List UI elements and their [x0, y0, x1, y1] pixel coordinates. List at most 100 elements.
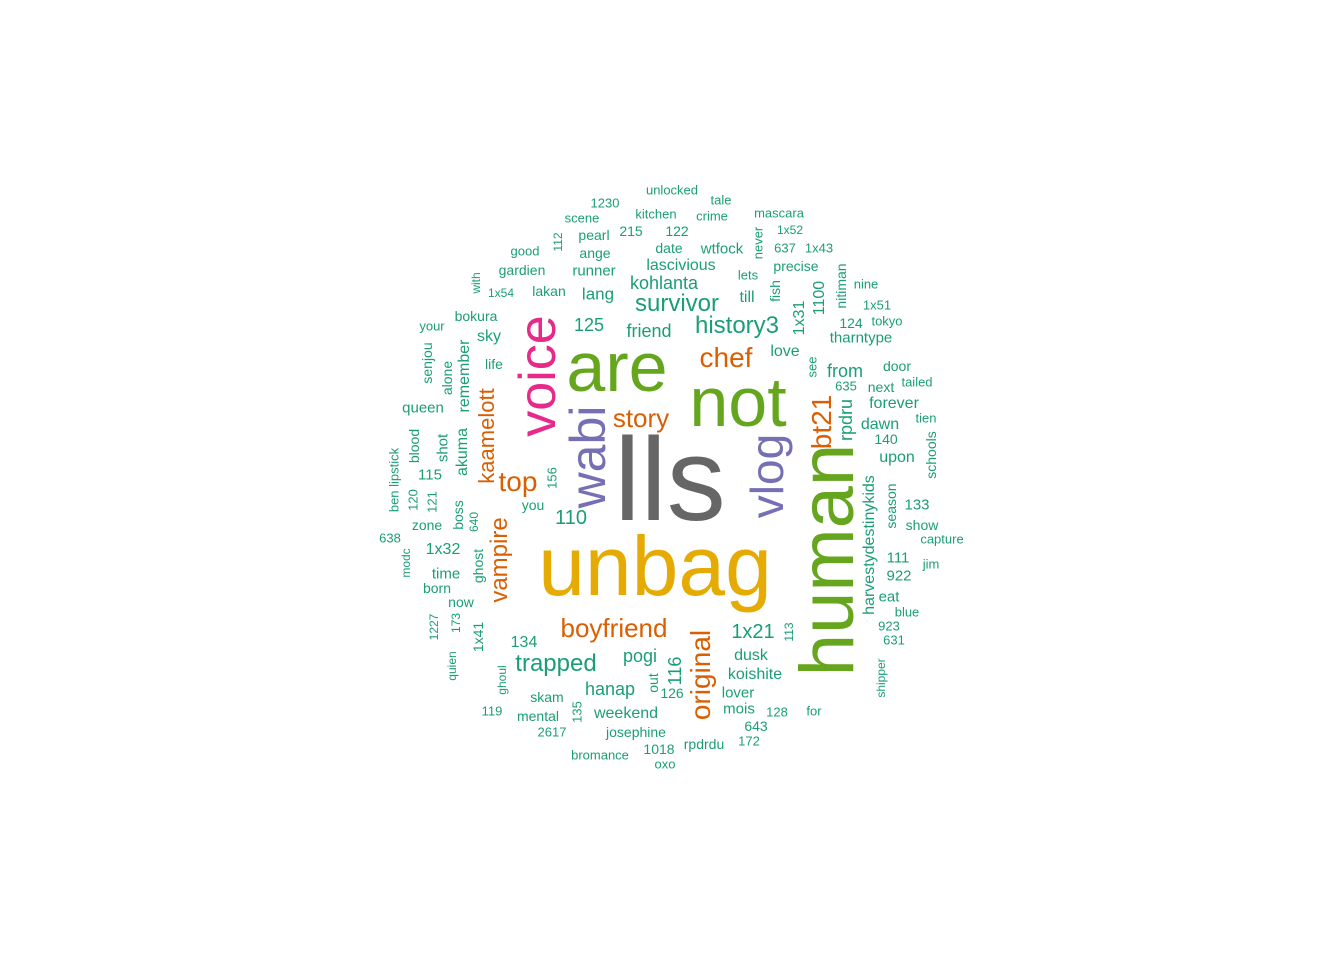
cloud-word: out	[645, 673, 661, 693]
cloud-word: 923	[878, 618, 900, 634]
cloud-word: 116	[665, 656, 685, 686]
cloud-word: ange	[579, 245, 611, 261]
cloud-word: vampire	[486, 517, 513, 603]
cloud-word: 638	[379, 530, 401, 546]
cloud-word: 122	[665, 223, 689, 239]
cloud-word: 1230	[590, 195, 620, 211]
cloud-word: 637	[774, 240, 796, 256]
cloud-word: 1227	[427, 613, 441, 641]
cloud-word: 1x41	[470, 621, 486, 653]
cloud-word: 1x32	[425, 541, 461, 558]
cloud-word: now	[448, 594, 474, 610]
cloud-word: akuma	[454, 427, 471, 477]
cloud-word: are	[566, 328, 668, 406]
cloud-word: 2617	[537, 724, 567, 740]
cloud-word: eat	[878, 588, 900, 606]
cloud-word: born	[422, 580, 452, 596]
cloud-word: tharntype	[829, 329, 893, 347]
cloud-word: unbag	[538, 519, 772, 613]
cloud-word: next	[867, 379, 895, 395]
cloud-word: kitchen	[635, 206, 677, 222]
cloud-word: jim	[922, 556, 940, 572]
cloud-word: alone	[439, 360, 455, 396]
cloud-word: hanap	[584, 679, 636, 699]
cloud-word: bromance	[571, 747, 629, 763]
cloud-word: mascara	[754, 205, 804, 221]
cloud-word: tokyo	[871, 313, 903, 329]
cloud-word: 631	[883, 632, 905, 648]
cloud-word: 922	[886, 567, 912, 585]
cloud-word: boss	[450, 500, 466, 530]
cloud-word: fish	[767, 280, 783, 302]
cloud-word: till	[739, 289, 755, 306]
cloud-word: top	[498, 466, 538, 497]
cloud-word: unlocked	[645, 182, 699, 198]
cloud-word: 133	[904, 496, 930, 514]
cloud-word: 635	[835, 378, 857, 394]
cloud-word: senjou	[419, 342, 435, 384]
cloud-word: josephine	[606, 724, 666, 740]
cloud-word: 135	[569, 701, 585, 723]
cloud-word: original	[685, 629, 716, 721]
cloud-word: 120	[405, 489, 421, 511]
cloud-word: shipper	[874, 658, 888, 698]
cloud-word: good	[510, 243, 540, 259]
cloud-word: 115	[418, 466, 442, 484]
cloud-word: 1x54	[487, 286, 515, 300]
cloud-word: 173	[449, 612, 463, 634]
cloud-word: show	[905, 517, 939, 533]
cloud-word: wabi	[560, 405, 616, 509]
cloud-word: 1x21	[731, 621, 775, 643]
cloud-word: remember	[456, 339, 473, 413]
cloud-word: life	[485, 356, 503, 372]
cloud-word: never	[750, 226, 766, 260]
cloud-word: history3	[694, 312, 780, 339]
cloud-word: 643	[744, 718, 768, 734]
cloud-word: 128	[766, 704, 788, 720]
cloud-word: lang	[581, 284, 615, 304]
cloud-word: weekend	[593, 705, 659, 722]
cloud-word: nine	[853, 276, 879, 292]
cloud-word: oxo	[654, 756, 676, 772]
cloud-word: boyfriend	[560, 613, 668, 643]
cloud-word: 640	[467, 511, 481, 533]
cloud-word: friend	[626, 321, 672, 341]
cloud-word: 134	[510, 634, 538, 651]
cloud-word: see	[804, 356, 820, 378]
cloud-word: tale	[710, 192, 732, 208]
cloud-word: forever	[869, 395, 919, 412]
cloud-word: 172	[738, 733, 760, 749]
cloud-word: ghoul	[495, 665, 509, 695]
cloud-word: 124	[839, 315, 863, 331]
cloud-word: bokura	[454, 308, 498, 324]
cloud-word: pogi	[622, 646, 658, 666]
cloud-word: 156	[544, 467, 560, 489]
cloud-word: 1x43	[804, 240, 834, 256]
cloud-word: trapped	[515, 650, 597, 677]
cloud-word: human	[785, 443, 870, 677]
cloud-word: season	[883, 483, 899, 529]
cloud-word: voice	[509, 315, 567, 437]
cloud-word: 140	[874, 431, 898, 447]
cloud-word: tien	[915, 410, 937, 426]
cloud-word: kaamelott	[474, 388, 499, 484]
cloud-word: lets	[737, 267, 759, 283]
cloud-word: not	[689, 363, 787, 441]
cloud-word: 215	[619, 223, 643, 239]
cloud-word: for	[806, 703, 822, 719]
cloud-word: door	[882, 358, 912, 374]
cloud-word: from	[827, 361, 863, 381]
cloud-word: with	[469, 272, 483, 294]
cloud-word: rpdrdu	[683, 736, 725, 752]
cloud-word: gardien	[498, 262, 546, 278]
cloud-word: pearl	[578, 227, 610, 243]
cloud-word: chef	[699, 342, 753, 373]
cloud-word: schools	[923, 431, 939, 479]
cloud-word: vlog	[741, 433, 793, 519]
cloud-word: bt21	[806, 394, 837, 450]
cloud-word: scene	[564, 210, 600, 226]
cloud-word: dawn	[860, 416, 900, 433]
cloud-word: 112	[551, 232, 565, 252]
cloud-word: story	[612, 403, 670, 433]
cloud-word: ghost	[470, 548, 486, 584]
